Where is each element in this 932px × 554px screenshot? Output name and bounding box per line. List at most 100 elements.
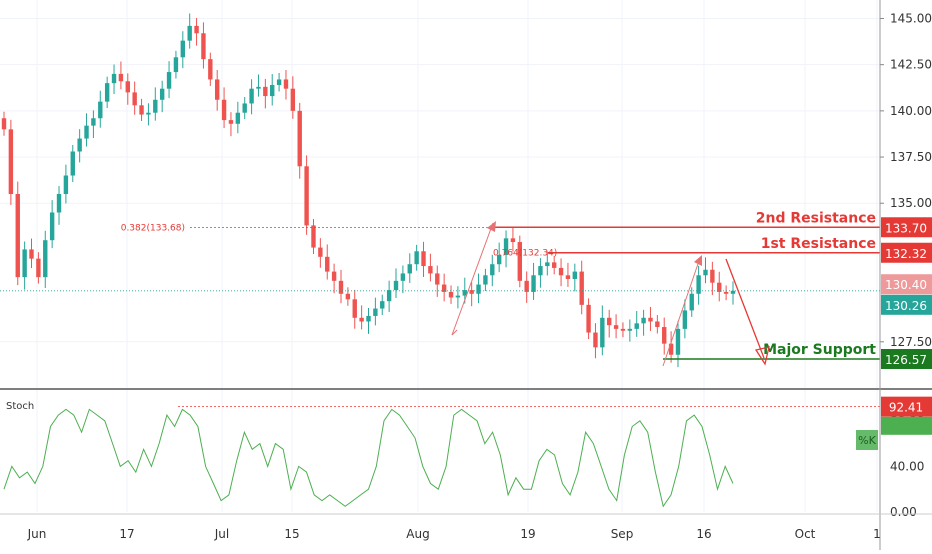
candle-body bbox=[304, 166, 309, 226]
candle-body bbox=[503, 238, 509, 255]
candle-body bbox=[668, 343, 674, 355]
candle-body bbox=[662, 327, 667, 344]
pattern-line bbox=[451, 222, 494, 336]
candle-body bbox=[441, 284, 447, 292]
candle-body bbox=[180, 40, 186, 58]
candle-body bbox=[483, 275, 488, 285]
candle-body bbox=[242, 103, 247, 113]
candle-body bbox=[717, 282, 722, 292]
stoch-legend-bg bbox=[856, 430, 878, 450]
candle-body bbox=[545, 262, 550, 267]
candle-body bbox=[290, 88, 296, 111]
candle-body bbox=[572, 271, 578, 279]
candle-body bbox=[710, 269, 715, 283]
stoch-legend: %K bbox=[858, 434, 876, 447]
stoch-tag-bg bbox=[881, 396, 932, 417]
time-tick-label: Jun bbox=[27, 527, 47, 541]
candle-body bbox=[297, 110, 302, 167]
candle-body bbox=[77, 138, 82, 152]
level-tag-text: 133.70 bbox=[885, 221, 927, 235]
candle-body bbox=[675, 328, 681, 355]
candle-body bbox=[579, 271, 584, 305]
candle-body bbox=[600, 317, 605, 348]
candle-body bbox=[558, 267, 564, 276]
grid bbox=[0, 0, 880, 512]
candle-body bbox=[104, 83, 110, 102]
candle-body bbox=[730, 290, 736, 294]
price-tick-label: 140.00 bbox=[890, 104, 932, 118]
projection-arrow bbox=[725, 258, 765, 359]
price-tick-label: 127.50 bbox=[890, 335, 932, 349]
candle-body bbox=[627, 328, 633, 331]
candle-body bbox=[1, 118, 7, 130]
candle-body bbox=[70, 151, 75, 176]
level-label: 1st Resistance bbox=[761, 236, 876, 252]
candle-body bbox=[696, 275, 701, 294]
candle-body bbox=[682, 310, 688, 329]
stoch-tick-label: 40.00 bbox=[890, 459, 924, 473]
candle-body bbox=[613, 325, 619, 329]
pattern-arrowhead bbox=[487, 221, 496, 232]
stoch-k-line bbox=[3, 408, 734, 508]
candle-body bbox=[400, 273, 406, 281]
level-tag-bg bbox=[881, 242, 932, 263]
candle-body bbox=[159, 88, 165, 100]
candle-body bbox=[593, 332, 598, 348]
price-tag-text: 130.40 bbox=[885, 278, 927, 292]
candle-body bbox=[36, 258, 41, 278]
candle-body bbox=[153, 99, 158, 113]
candle-body bbox=[214, 79, 220, 100]
candle-body bbox=[56, 194, 62, 213]
candle-body bbox=[496, 254, 502, 265]
candle-body bbox=[249, 88, 254, 104]
candle-body bbox=[235, 112, 241, 124]
candle-body bbox=[703, 269, 708, 276]
candle-body bbox=[111, 73, 117, 84]
candle-body bbox=[146, 112, 151, 115]
stoch-k-tag-bg bbox=[881, 416, 932, 435]
price-tag-text: 130.26 bbox=[885, 299, 927, 313]
projection-arrowhead bbox=[754, 346, 770, 366]
candle-body bbox=[201, 33, 206, 60]
candle-body bbox=[43, 240, 48, 278]
candle-body bbox=[338, 280, 344, 294]
fib-label: 0.382(133.68) bbox=[121, 224, 185, 234]
candle-body bbox=[428, 266, 433, 274]
level-label: Major Support bbox=[763, 342, 876, 358]
candle-body bbox=[91, 118, 96, 126]
price-tick-label: 142.50 bbox=[890, 58, 932, 72]
candle-body bbox=[366, 315, 371, 322]
candle-body bbox=[173, 57, 179, 73]
time-tick-label: Jul bbox=[214, 527, 229, 541]
candle-body bbox=[139, 105, 144, 115]
candle-body bbox=[166, 72, 172, 89]
time-tick-label: 17 bbox=[119, 527, 134, 541]
candle-body bbox=[125, 81, 130, 93]
candle-body bbox=[641, 317, 646, 324]
candle-body bbox=[373, 308, 378, 316]
candle-body bbox=[565, 275, 571, 279]
candle-body bbox=[421, 251, 426, 267]
candle-body bbox=[187, 25, 192, 41]
candle-body bbox=[29, 249, 34, 259]
candle-body bbox=[256, 86, 261, 89]
candle-body bbox=[586, 304, 591, 333]
price-tick-label: 145.00 bbox=[890, 11, 932, 25]
candle-body bbox=[607, 317, 612, 326]
candle-body bbox=[118, 73, 124, 82]
candle-body bbox=[448, 291, 454, 298]
candle-body bbox=[208, 59, 213, 80]
candle-body bbox=[228, 120, 234, 124]
candle-body bbox=[407, 264, 412, 274]
fib-label: 0.764(132.34) bbox=[493, 248, 557, 258]
candle-body bbox=[63, 175, 69, 194]
candle-body bbox=[132, 92, 137, 106]
candle-body bbox=[414, 251, 419, 265]
time-tick-label: Aug bbox=[406, 527, 429, 541]
level-tag-text: 126.57 bbox=[885, 353, 927, 367]
level-tag-bg bbox=[881, 348, 932, 369]
stoch-tag-text: 92.41 bbox=[889, 401, 923, 415]
candle-body bbox=[538, 266, 543, 276]
